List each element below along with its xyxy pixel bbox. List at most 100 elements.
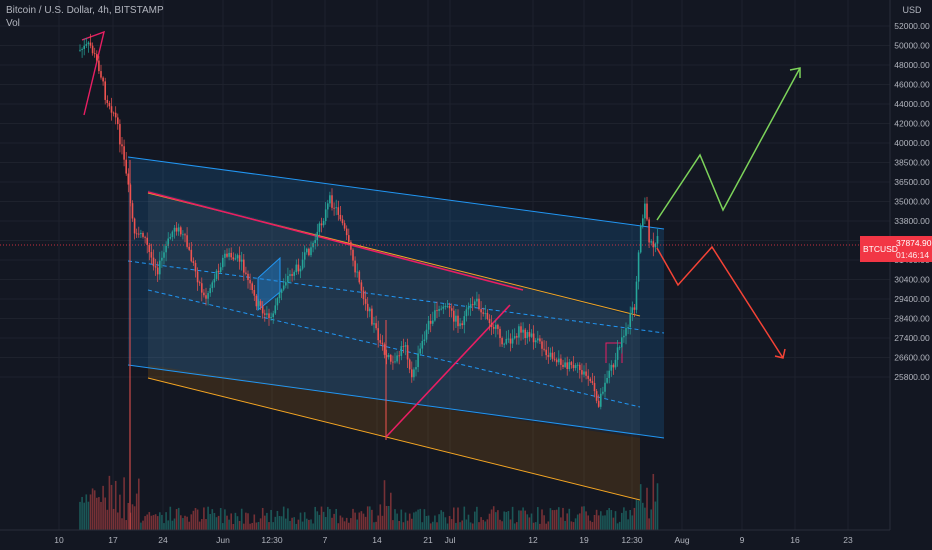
blue-pattern-box[interactable] <box>257 256 281 312</box>
volume-bar <box>108 475 111 530</box>
volume-bar <box>499 519 501 530</box>
candle-body <box>117 117 119 125</box>
volume-bar <box>623 507 625 530</box>
candle-body <box>631 307 634 314</box>
volume-bar <box>299 512 302 530</box>
time-tick-label: 9 <box>740 535 745 545</box>
volume-bar <box>369 506 371 530</box>
candle-body <box>234 258 237 260</box>
price-tag-countdown: 01:46:14 <box>896 250 930 260</box>
projection-down-arrow[interactable] <box>656 245 784 359</box>
volume-bar <box>316 511 319 530</box>
volume-bar <box>282 506 285 530</box>
candle-body <box>448 305 451 309</box>
candle-body <box>337 207 340 215</box>
projection-up-arrow[interactable] <box>656 67 801 221</box>
volume-bar <box>89 494 92 530</box>
volume-bar <box>127 502 130 530</box>
projection-up-arrowhead <box>789 67 801 78</box>
channel-upper-zone[interactable] <box>128 157 664 438</box>
symbol-title[interactable]: Bitcoin / U.S. Dollar, 4h, BITSTAMP <box>6 5 164 16</box>
volume-bar <box>463 506 466 530</box>
volume-bar <box>621 512 623 530</box>
candle-body <box>486 312 489 320</box>
candle-body <box>490 322 493 328</box>
volume-bar <box>276 510 279 530</box>
channel-bottom-line[interactable] <box>127 364 665 439</box>
candle-body <box>186 235 188 247</box>
candle-body <box>505 338 508 344</box>
price-tick-label: 36500.00 <box>894 177 930 187</box>
volume-bar <box>564 520 566 530</box>
candle-body <box>114 112 117 118</box>
volume-bar <box>610 510 613 530</box>
volume-bar <box>135 493 138 530</box>
candle-body <box>528 332 531 337</box>
volume-bar <box>371 509 373 530</box>
volume-bar <box>93 490 96 530</box>
volume-bar <box>215 517 218 530</box>
volume-bar <box>534 522 537 530</box>
volume-bar <box>240 508 243 530</box>
volume-bar <box>324 517 327 530</box>
candle-body <box>312 242 314 248</box>
candle-body <box>320 223 323 226</box>
volume-bar <box>192 510 195 530</box>
price-tick-label: 44000.00 <box>894 99 930 109</box>
volume-bar <box>587 515 589 530</box>
volume-bar <box>457 507 459 530</box>
time-tick-label: 24 <box>158 535 168 545</box>
candle-body <box>499 328 501 339</box>
volume-bar <box>217 515 220 530</box>
candle-body <box>518 326 520 338</box>
volume-bar <box>333 513 335 530</box>
volume-bar <box>652 473 655 530</box>
volume-bar <box>507 511 510 530</box>
pink-descending-line[interactable] <box>147 191 524 291</box>
volume-bar <box>474 511 476 530</box>
volume-bar <box>348 522 350 530</box>
candle-body <box>184 234 186 236</box>
candle-body <box>167 238 169 246</box>
volume-bar <box>190 514 193 530</box>
volume-bar <box>219 508 222 530</box>
candle-body <box>154 266 157 268</box>
price-axis[interactable]: 52000.00 50000.00 48000.00 46000.00 44000.00… <box>894 21 930 382</box>
candle-body <box>507 338 510 340</box>
volume-bar <box>480 517 482 530</box>
orange-trendline-bottom[interactable] <box>147 377 641 501</box>
volume-bar <box>251 522 253 530</box>
candle-body <box>247 273 249 281</box>
candle-body <box>341 219 344 224</box>
time-axis[interactable]: 10 17 24 Jun 12:30 7 14 21 Jul 12 19 12:30 Aug 9 16 23 <box>54 535 853 545</box>
volume-bar <box>459 522 461 530</box>
candle-body <box>530 333 533 337</box>
volume-bar <box>224 509 226 530</box>
volume-bar <box>154 514 157 530</box>
price-tick-label: 40000.00 <box>894 138 930 148</box>
volume-bar <box>182 518 184 530</box>
volume-bar <box>511 506 514 530</box>
channel-top-line[interactable] <box>127 156 665 230</box>
candle-body <box>558 358 560 363</box>
volume-bar <box>156 516 159 530</box>
volume-bar <box>83 502 85 530</box>
pink-top-wedge[interactable] <box>81 30 105 116</box>
candle-body <box>476 298 478 302</box>
volume-bar <box>440 510 442 530</box>
candle-body <box>276 298 279 306</box>
candle-body <box>196 271 199 283</box>
candle-body <box>121 144 123 147</box>
volume-bar <box>492 506 495 530</box>
volume-bar <box>524 510 526 530</box>
volume-bar <box>341 517 344 530</box>
chart-legend[interactable]: Bitcoin / U.S. Dollar, 4h, BITSTAMP Vol <box>6 4 164 30</box>
candle-body <box>327 203 329 210</box>
candle-body <box>513 336 516 339</box>
volume-bar <box>358 512 361 530</box>
volume-bar <box>207 506 209 530</box>
candle-body <box>509 338 512 344</box>
volume-study-label[interactable]: Vol <box>6 18 20 29</box>
volume-bar <box>213 513 216 530</box>
